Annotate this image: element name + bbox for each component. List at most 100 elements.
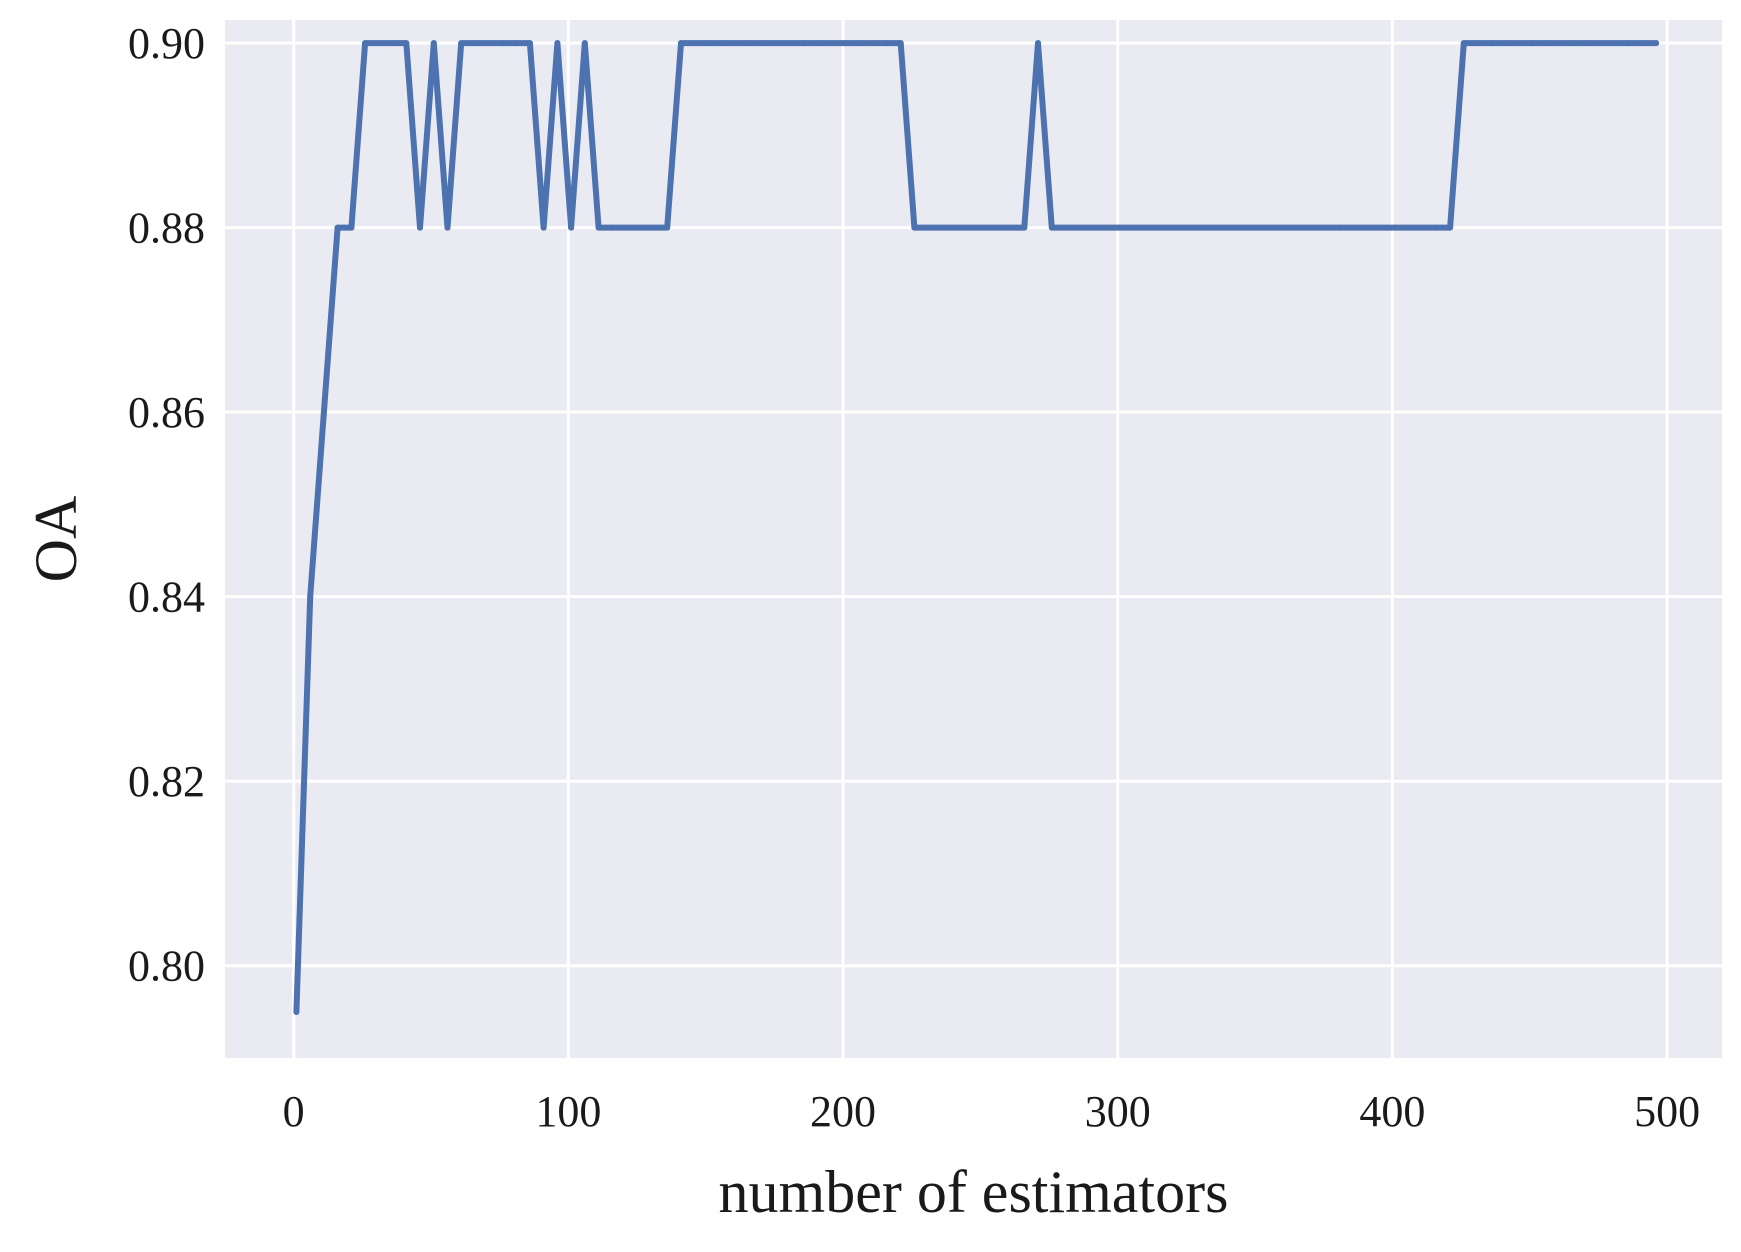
data-point	[1433, 224, 1440, 231]
data-point	[650, 224, 657, 231]
data-point	[1584, 40, 1591, 47]
x-tick-label: 100	[535, 1087, 601, 1136]
data-point	[678, 40, 684, 47]
x-tick-label: 500	[1634, 1087, 1700, 1136]
data-point	[1378, 224, 1385, 231]
data-point	[829, 40, 835, 47]
data-point	[705, 40, 712, 47]
data-point	[691, 40, 698, 47]
data-point	[444, 224, 451, 231]
data-point	[1282, 224, 1289, 231]
series-layer	[293, 40, 1660, 1015]
data-point	[636, 224, 643, 231]
data-point	[1131, 224, 1138, 231]
x-tick-label: 300	[1085, 1087, 1151, 1136]
x-tick-label: 400	[1359, 1087, 1425, 1136]
data-point	[1556, 40, 1563, 47]
data-point	[1639, 40, 1646, 47]
data-point	[1474, 40, 1481, 47]
x-tick-labels: 0 100 200 300 400 500	[283, 1087, 1700, 1136]
data-point	[980, 224, 987, 231]
data-point	[1227, 224, 1234, 231]
data-point	[1117, 224, 1124, 231]
data-point	[1213, 224, 1220, 231]
series-line	[293, 40, 1660, 1015]
data-point	[993, 224, 1000, 231]
data-point	[1543, 40, 1550, 47]
data-point	[884, 40, 890, 47]
data-point	[513, 40, 520, 47]
data-point	[1186, 224, 1193, 231]
data-point	[1515, 40, 1522, 47]
data-point	[1405, 224, 1412, 231]
y-tick-label: 0.86	[128, 388, 205, 437]
data-point	[1241, 224, 1248, 231]
data-point	[526, 40, 533, 47]
data-point	[1254, 224, 1261, 231]
data-point	[375, 40, 382, 47]
data-point	[1035, 40, 1041, 47]
data-point	[746, 40, 753, 47]
y-tick-label: 0.80	[128, 942, 205, 991]
data-point	[430, 40, 437, 47]
data-point	[1447, 224, 1454, 231]
data-point	[1199, 224, 1206, 231]
data-point	[1076, 224, 1083, 231]
x-axis-label: number of estimators	[719, 1159, 1229, 1225]
y-tick-label: 0.90	[128, 19, 205, 68]
data-point	[403, 40, 410, 47]
data-point	[1021, 224, 1028, 231]
data-point	[307, 593, 314, 600]
data-point	[540, 224, 547, 231]
plot-area	[225, 20, 1722, 1058]
data-point	[1653, 40, 1660, 47]
data-point	[389, 40, 396, 47]
y-tick-labels: 0.80 0.82 0.84 0.86 0.88 0.90	[128, 19, 205, 991]
data-point	[568, 224, 575, 231]
data-point	[1529, 40, 1536, 47]
data-point	[1611, 40, 1618, 47]
data-point	[1364, 224, 1371, 231]
y-tick-label: 0.88	[128, 204, 205, 253]
data-point	[1103, 224, 1110, 231]
data-point	[1598, 40, 1605, 47]
data-point	[1488, 40, 1495, 47]
data-point	[732, 40, 739, 47]
data-point	[472, 40, 478, 47]
data-point	[581, 40, 588, 47]
data-point	[719, 40, 726, 47]
data-point	[609, 224, 616, 231]
data-point	[842, 40, 849, 47]
data-point	[623, 224, 629, 231]
data-point	[801, 40, 808, 47]
data-point	[1296, 224, 1302, 231]
data-point	[1172, 224, 1179, 231]
data-point	[1048, 224, 1055, 231]
data-point	[760, 40, 767, 47]
data-point	[348, 224, 355, 231]
data-point	[966, 224, 973, 231]
x-tick-label: 0	[283, 1087, 305, 1136]
data-point	[664, 224, 671, 231]
data-point	[1144, 224, 1151, 231]
data-point	[1502, 40, 1508, 47]
y-axis-label: OA	[23, 496, 89, 583]
y-tick-label: 0.82	[128, 757, 205, 806]
y-tick-label: 0.84	[128, 573, 205, 622]
data-point	[334, 224, 341, 231]
data-point	[595, 224, 602, 231]
data-point	[1625, 40, 1632, 47]
data-point	[897, 40, 904, 47]
data-point	[499, 40, 506, 47]
data-point	[293, 1008, 300, 1015]
data-point	[925, 224, 932, 231]
data-point	[458, 40, 465, 47]
x-tick-label: 200	[810, 1087, 876, 1136]
data-point	[554, 40, 561, 47]
data-point	[911, 224, 918, 231]
data-point	[1268, 224, 1275, 231]
data-point	[485, 40, 492, 47]
data-point	[815, 40, 822, 47]
